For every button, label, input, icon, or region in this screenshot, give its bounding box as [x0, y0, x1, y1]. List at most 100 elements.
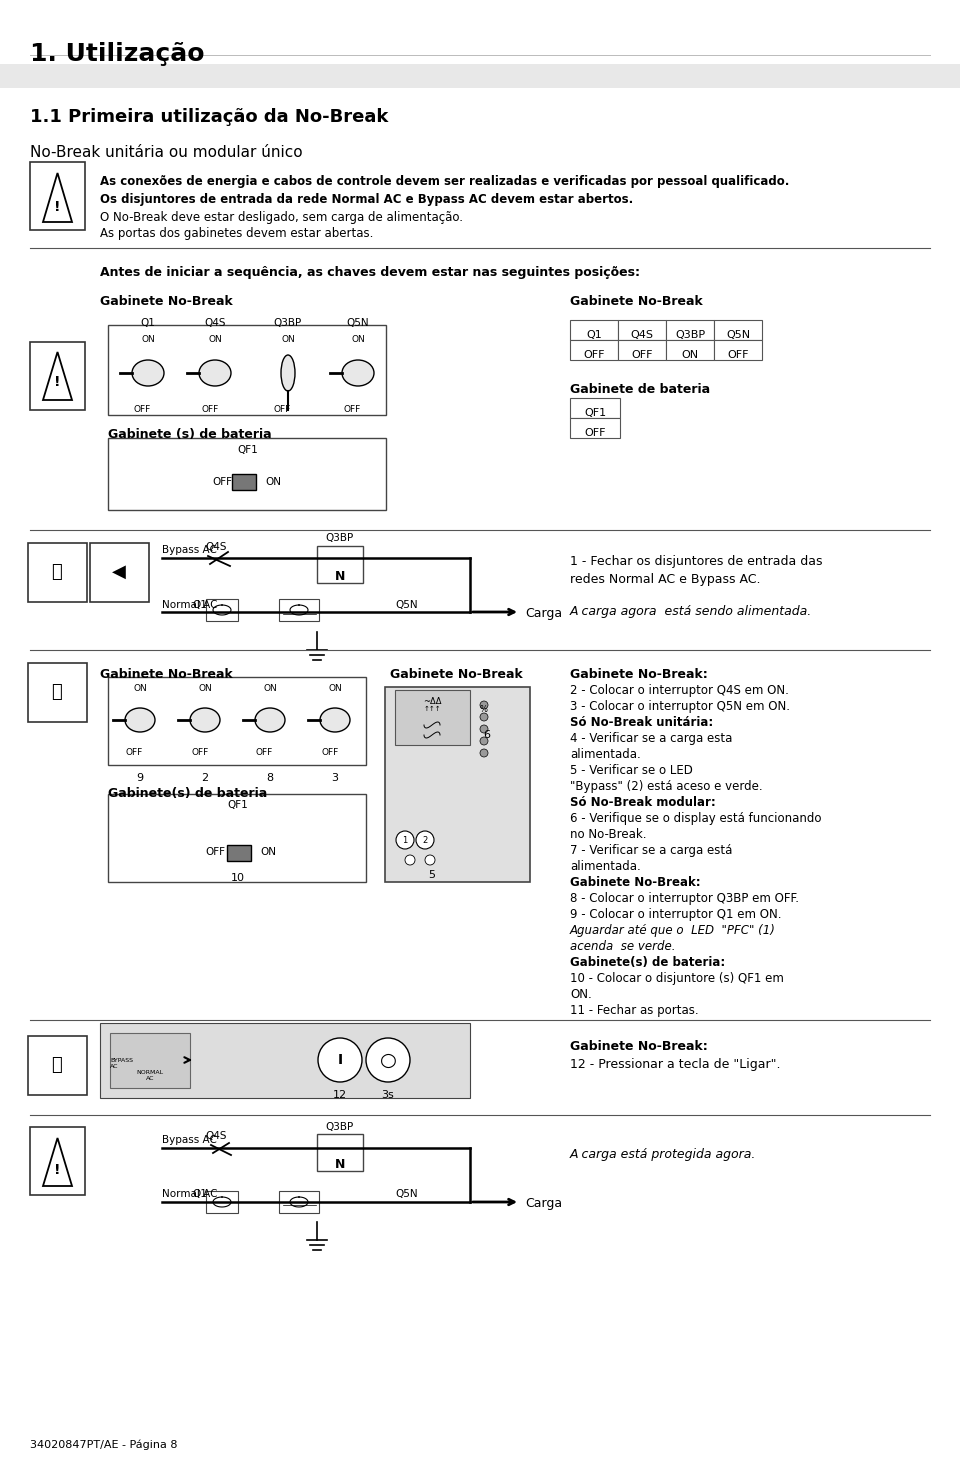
Text: ON: ON: [263, 684, 276, 693]
Text: Gabinete (s) de bateria: Gabinete (s) de bateria: [108, 429, 272, 440]
Circle shape: [480, 713, 488, 722]
Text: ON: ON: [198, 684, 212, 693]
Text: ON.: ON.: [570, 989, 591, 1002]
Text: %: %: [480, 706, 488, 714]
Text: "Bypass" (2) está aceso e verde.: "Bypass" (2) está aceso e verde.: [570, 780, 762, 793]
Text: Gabinete No-Break:: Gabinete No-Break:: [570, 1040, 708, 1053]
Text: Q5N: Q5N: [395, 601, 418, 609]
Text: Gabinete(s) de bateria:: Gabinete(s) de bateria:: [570, 956, 725, 970]
Text: 1 - Fechar os disjuntores de entrada das: 1 - Fechar os disjuntores de entrada das: [570, 555, 823, 569]
Text: Q5N: Q5N: [395, 1190, 418, 1198]
Ellipse shape: [342, 360, 374, 386]
Circle shape: [480, 736, 488, 745]
FancyBboxPatch shape: [108, 795, 366, 882]
Text: Carga: Carga: [525, 607, 563, 620]
Text: 3s: 3s: [382, 1091, 395, 1099]
FancyBboxPatch shape: [666, 319, 714, 340]
Ellipse shape: [281, 354, 295, 391]
Circle shape: [480, 725, 488, 733]
Text: Bypass AC: Bypass AC: [162, 545, 217, 555]
Polygon shape: [43, 174, 72, 222]
Text: QF1: QF1: [238, 445, 258, 455]
Text: Q5N: Q5N: [726, 330, 750, 340]
FancyBboxPatch shape: [385, 687, 530, 882]
Ellipse shape: [132, 360, 164, 386]
FancyBboxPatch shape: [279, 1191, 319, 1213]
Text: 8 - Colocar o interruptor Q3BP em OFF.: 8 - Colocar o interruptor Q3BP em OFF.: [570, 892, 799, 905]
Text: OFF: OFF: [205, 847, 225, 857]
FancyBboxPatch shape: [108, 325, 386, 416]
Text: 34020847PT/AE - Página 8: 34020847PT/AE - Página 8: [30, 1441, 178, 1451]
Text: ON: ON: [260, 847, 276, 857]
FancyBboxPatch shape: [206, 1191, 238, 1213]
Text: Gabinete No-Break:: Gabinete No-Break:: [570, 668, 708, 681]
Text: Q3BP: Q3BP: [325, 534, 354, 542]
Text: OFF: OFF: [134, 405, 152, 414]
Text: alimentada.: alimentada.: [570, 748, 640, 761]
Text: QF1: QF1: [584, 408, 606, 418]
Text: ON: ON: [682, 350, 699, 360]
Text: 7 - Verificar se a carga está: 7 - Verificar se a carga está: [570, 844, 732, 857]
FancyBboxPatch shape: [227, 846, 251, 862]
Text: Q1: Q1: [192, 601, 206, 609]
Text: ON: ON: [351, 335, 365, 344]
Circle shape: [405, 854, 415, 865]
FancyBboxPatch shape: [108, 677, 366, 765]
Text: 🔌: 🔌: [52, 682, 62, 701]
Circle shape: [318, 1038, 362, 1082]
FancyBboxPatch shape: [0, 64, 960, 87]
Text: redes Normal AC e Bypass AC.: redes Normal AC e Bypass AC.: [570, 573, 760, 586]
FancyBboxPatch shape: [110, 1034, 190, 1088]
Text: ~ΔΔ: ~ΔΔ: [422, 697, 442, 706]
Ellipse shape: [190, 709, 220, 732]
Text: 3: 3: [331, 773, 339, 783]
Text: ON: ON: [133, 684, 147, 693]
Text: Q3BP: Q3BP: [675, 330, 705, 340]
Text: 2 - Colocar o interruptor Q4S em ON.: 2 - Colocar o interruptor Q4S em ON.: [570, 684, 789, 697]
FancyBboxPatch shape: [570, 340, 618, 360]
Text: 10: 10: [231, 873, 245, 884]
FancyBboxPatch shape: [666, 340, 714, 360]
Text: N: N: [335, 1158, 346, 1171]
Text: acenda  se verde.: acenda se verde.: [570, 940, 676, 954]
Circle shape: [480, 701, 488, 709]
Text: Gabinete(s) de bateria: Gabinete(s) de bateria: [108, 787, 267, 800]
Text: ON: ON: [328, 684, 342, 693]
Text: NORMAL
AC: NORMAL AC: [136, 1070, 163, 1080]
Text: ON: ON: [208, 335, 222, 344]
FancyBboxPatch shape: [570, 319, 618, 340]
Text: ON: ON: [141, 335, 155, 344]
Polygon shape: [43, 351, 72, 399]
Text: N: N: [335, 570, 346, 583]
Text: Os disjuntores de entrada da rede Normal AC e Bypass AC devem estar abertos.: Os disjuntores de entrada da rede Normal…: [100, 192, 634, 206]
Text: 5: 5: [428, 870, 436, 881]
Text: Q4S: Q4S: [204, 318, 226, 328]
Text: 8: 8: [267, 773, 274, 783]
Text: OFF: OFF: [191, 748, 208, 757]
FancyBboxPatch shape: [618, 319, 666, 340]
Text: Bypass AC: Bypass AC: [162, 1134, 217, 1145]
Text: 9: 9: [136, 773, 144, 783]
Text: OFF: OFF: [126, 748, 143, 757]
FancyBboxPatch shape: [317, 1134, 363, 1171]
Text: OFF: OFF: [344, 405, 361, 414]
Text: Gabinete de bateria: Gabinete de bateria: [570, 383, 710, 397]
Circle shape: [396, 831, 414, 849]
FancyBboxPatch shape: [714, 340, 762, 360]
Text: Q3BP: Q3BP: [274, 318, 302, 328]
Text: I: I: [337, 1053, 343, 1067]
Text: OFF: OFF: [201, 405, 218, 414]
Text: Q3BP: Q3BP: [325, 1123, 354, 1131]
FancyBboxPatch shape: [30, 1127, 85, 1196]
Text: A carga agora  está sendo alimentada.: A carga agora está sendo alimentada.: [570, 605, 812, 618]
Text: !: !: [55, 375, 60, 389]
Ellipse shape: [199, 360, 231, 386]
Text: 🔌: 🔌: [52, 1056, 62, 1075]
Polygon shape: [43, 1139, 72, 1185]
Text: OFF: OFF: [321, 748, 338, 757]
Text: Carga: Carga: [525, 1197, 563, 1210]
FancyBboxPatch shape: [317, 545, 363, 583]
Text: No-Break unitária ou modular único: No-Break unitária ou modular único: [30, 144, 302, 160]
FancyBboxPatch shape: [570, 398, 620, 418]
FancyBboxPatch shape: [108, 437, 386, 510]
